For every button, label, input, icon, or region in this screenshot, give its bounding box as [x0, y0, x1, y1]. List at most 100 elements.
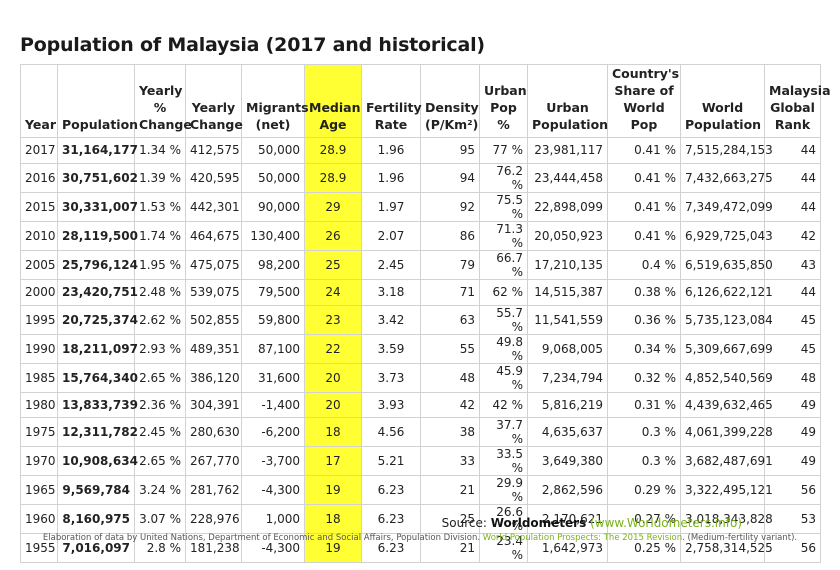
cell-yearly-change: 475,075: [185, 249, 242, 280]
col-header-yearly-change[interactable]: Yearly Change: [185, 64, 243, 138]
cell-global-rank: 44: [764, 137, 821, 164]
cell-migrants: 50,000: [241, 137, 305, 164]
cell-urban-pop-pct: 23.4 %: [479, 533, 528, 564]
cell-fertility-rate: 1.96: [361, 137, 421, 164]
cell-migrants: -4,300: [241, 533, 305, 564]
cell-global-rank: 56: [764, 475, 821, 506]
cell-yearly-pct-change: 2.65 %: [134, 362, 186, 393]
cell-migrants: -4,300: [241, 475, 305, 506]
col-header-population[interactable]: Population: [57, 64, 138, 138]
cell-median-age: 29: [304, 191, 362, 222]
cell-yearly-pct-change: 2.48 %: [134, 278, 186, 306]
cell-world-share: 0.41 %: [607, 191, 681, 222]
source-label: Source:: [441, 516, 491, 530]
col-header-global-rank[interactable]: Malaysia Global Rank: [764, 64, 831, 138]
col-header-urban-population[interactable]: Urban Population: [527, 64, 608, 138]
cell-global-rank: 49: [764, 446, 821, 477]
cell-yearly-pct-change: 1.53 %: [134, 191, 186, 222]
cell-urban-population: 17,210,135: [527, 249, 608, 280]
source-line: Source: Worldometers (www.Worldometers.i…: [442, 516, 742, 530]
cell-world-population: 7,515,284,153: [680, 137, 773, 164]
cell-urban-pop-pct: 29.9 %: [479, 475, 528, 506]
cell-fertility-rate: 3.93: [361, 391, 421, 419]
col-header-urban-pop-pct[interactable]: Urban Pop %: [479, 64, 528, 138]
cell-density: 95: [420, 137, 480, 164]
cell-urban-population: 1,642,973: [527, 533, 608, 564]
cell-median-age: 18: [304, 417, 362, 448]
cell-fertility-rate: 3.42: [361, 304, 421, 335]
table-row: 1980 13,833,739 2.36 % 304,391 -1,400 20 3.93 4…: [20, 391, 821, 419]
cell-world-share: 0.41 %: [607, 162, 681, 193]
cell-yearly-change: 281,762: [185, 475, 242, 506]
cell-median-age: 20: [304, 391, 362, 419]
cell-urban-pop-pct: 77 %: [479, 137, 528, 164]
cell-global-rank: 56: [764, 533, 821, 564]
cell-urban-pop-pct: 76.2 %: [479, 162, 528, 193]
cell-yearly-pct-change: 1.74 %: [134, 220, 186, 251]
table-row: 1995 20,725,374 2.62 % 502,855 59,800 23 3.42 6…: [20, 304, 821, 335]
cell-median-age: 20: [304, 362, 362, 393]
cell-migrants: -3,700: [241, 446, 305, 477]
cell-migrants: 130,400: [241, 220, 305, 251]
table-row: 1985 15,764,340 2.65 % 386,120 31,600 20 3.73 4…: [20, 362, 821, 393]
cell-fertility-rate: 6.23: [361, 504, 421, 535]
cell-urban-pop-pct: 62 %: [479, 278, 528, 306]
cell-world-share: 0.41 %: [607, 137, 681, 164]
cell-world-population: 3,682,487,691: [680, 446, 773, 477]
col-header-year[interactable]: Year: [20, 64, 58, 138]
cell-year: 2000: [20, 278, 58, 306]
cell-world-share: 0.34 %: [607, 333, 681, 364]
cell-migrants: 59,800: [241, 304, 305, 335]
cell-yearly-change: 267,770: [185, 446, 242, 477]
cell-yearly-pct-change: 1.39 %: [134, 162, 186, 193]
cell-population: 12,311,782: [57, 417, 138, 448]
cell-density: 63: [420, 304, 480, 335]
col-header-density[interactable]: Density (P/Km²): [420, 64, 480, 138]
cell-year: 1965: [20, 475, 58, 506]
col-header-median-age[interactable]: Median Age: [304, 64, 362, 138]
cell-year: 2016: [20, 162, 58, 193]
cell-yearly-change: 539,075: [185, 278, 242, 306]
col-header-migrants[interactable]: Migrants (net): [241, 64, 309, 138]
cell-urban-pop-pct: 49.8 %: [479, 333, 528, 364]
cell-migrants: 79,500: [241, 278, 305, 306]
col-header-fertility-rate[interactable]: Fertility Rate: [361, 64, 422, 138]
cell-fertility-rate: 4.56: [361, 417, 421, 448]
footnote-suffix: . (Medium-fertility variant).: [682, 533, 798, 543]
cell-urban-population: 9,068,005: [527, 333, 608, 364]
col-header-yearly-pct-change[interactable]: Yearly % Change: [134, 64, 192, 138]
cell-migrants: 98,200: [241, 249, 305, 280]
cell-yearly-pct-change: 1.34 %: [134, 137, 186, 164]
cell-urban-population: 3,649,380: [527, 446, 608, 477]
cell-global-rank: 43: [764, 249, 821, 280]
cell-urban-population: 7,234,794: [527, 362, 608, 393]
cell-world-population: 4,852,540,569: [680, 362, 773, 393]
cell-urban-population: 4,635,637: [527, 417, 608, 448]
cell-density: 42: [420, 391, 480, 419]
cell-migrants: -6,200: [241, 417, 305, 448]
cell-median-age: 18: [304, 504, 362, 535]
cell-fertility-rate: 1.96: [361, 162, 421, 193]
col-header-world-population[interactable]: World Population: [680, 64, 765, 138]
source-link[interactable]: (www.Worldometers.info): [590, 516, 742, 530]
cell-urban-pop-pct: 55.7 %: [479, 304, 528, 335]
cell-global-rank: 49: [764, 417, 821, 448]
cell-density: 79: [420, 249, 480, 280]
footnote-link[interactable]: World Population Prospects: The 2015 Rev…: [482, 533, 683, 543]
cell-yearly-pct-change: 2.36 %: [134, 391, 186, 419]
cell-yearly-change: 228,976: [185, 504, 242, 535]
col-header-world-share[interactable]: Country's Share of World Pop: [607, 64, 681, 138]
cell-world-share: 0.38 %: [607, 278, 681, 306]
cell-yearly-change: 502,855: [185, 304, 242, 335]
cell-median-age: 22: [304, 333, 362, 364]
cell-urban-population: 22,898,099: [527, 191, 608, 222]
cell-world-population: 5,309,667,699: [680, 333, 773, 364]
cell-urban-pop-pct: 33.5 %: [479, 446, 528, 477]
cell-global-rank: 44: [764, 191, 821, 222]
cell-global-rank: 44: [764, 162, 821, 193]
cell-population: 28,119,500: [57, 220, 138, 251]
cell-fertility-rate: 5.21: [361, 446, 421, 477]
cell-median-age: 28.9: [304, 137, 362, 164]
cell-year: 1955: [20, 533, 58, 564]
cell-year: 1980: [20, 391, 58, 419]
